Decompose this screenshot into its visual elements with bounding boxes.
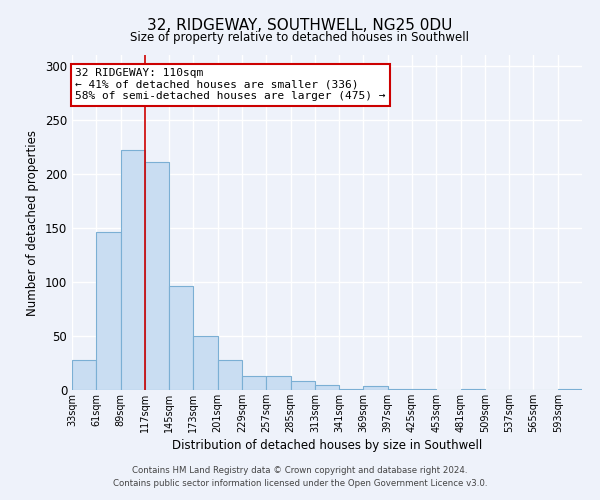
- Bar: [169, 286, 193, 390]
- Bar: [266, 376, 290, 390]
- Text: 32, RIDGEWAY, SOUTHWELL, NG25 0DU: 32, RIDGEWAY, SOUTHWELL, NG25 0DU: [148, 18, 452, 32]
- Bar: [461, 389, 485, 390]
- Bar: [218, 360, 242, 390]
- Text: Size of property relative to detached houses in Southwell: Size of property relative to detached ho…: [131, 31, 470, 44]
- Bar: [145, 162, 169, 390]
- X-axis label: Distribution of detached houses by size in Southwell: Distribution of detached houses by size …: [172, 439, 482, 452]
- Bar: [388, 389, 412, 390]
- Bar: [72, 360, 96, 390]
- Bar: [96, 232, 121, 390]
- Bar: [339, 389, 364, 390]
- Bar: [121, 150, 145, 390]
- Bar: [412, 389, 436, 390]
- Y-axis label: Number of detached properties: Number of detached properties: [26, 130, 40, 316]
- Bar: [242, 376, 266, 390]
- Text: 32 RIDGEWAY: 110sqm
← 41% of detached houses are smaller (336)
58% of semi-detac: 32 RIDGEWAY: 110sqm ← 41% of detached ho…: [76, 68, 386, 101]
- Text: Contains HM Land Registry data © Crown copyright and database right 2024.
Contai: Contains HM Land Registry data © Crown c…: [113, 466, 487, 487]
- Bar: [315, 384, 339, 390]
- Bar: [558, 389, 582, 390]
- Bar: [193, 336, 218, 390]
- Bar: [290, 382, 315, 390]
- Bar: [364, 386, 388, 390]
